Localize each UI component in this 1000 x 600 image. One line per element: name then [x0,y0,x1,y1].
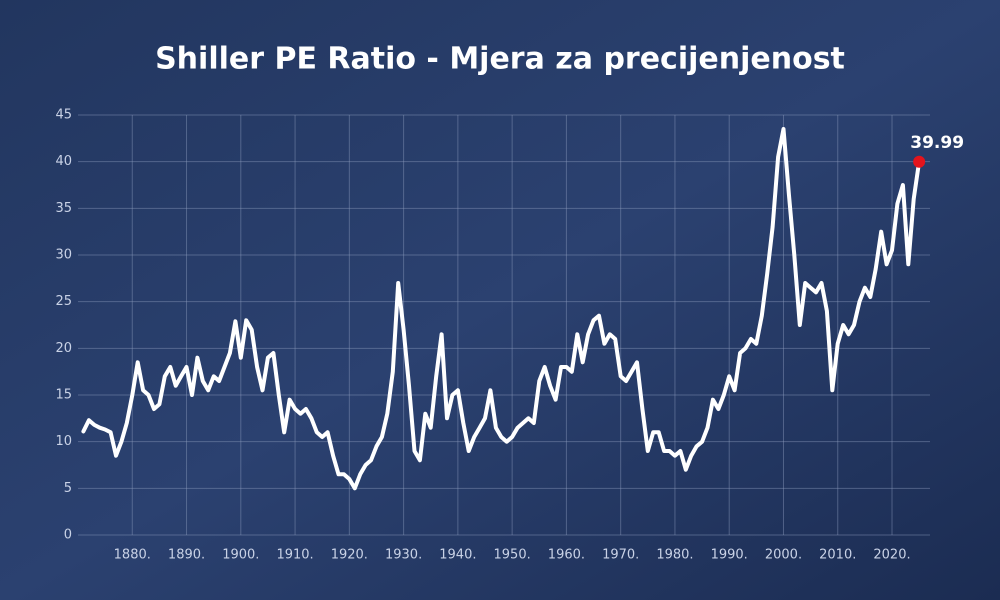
x-tick-label: 1940. [439,548,476,563]
x-tick-label: 1920. [331,548,368,563]
x-tick-label: 1990. [711,548,748,563]
x-tick-label: 1960. [548,548,585,563]
y-tick-label: 40 [55,154,72,169]
x-tick-label: 1980. [656,548,693,563]
x-tick-label: 2020. [873,548,910,563]
y-tick-label: 0 [64,528,72,543]
x-tick-label: 1880. [114,548,151,563]
x-tick-label: 2000. [765,548,802,563]
line [81,127,922,491]
highlight-point [913,155,926,168]
x-tick-label: 1970. [602,548,639,563]
y-tick-label: 35 [55,201,72,216]
y-tick-label: 30 [55,248,72,263]
y-tick-label: 15 [55,388,72,403]
x-tick-label: 1910. [276,548,313,563]
y-tick-label: 20 [55,341,72,356]
y-tick-label: 5 [64,481,72,496]
y-tick-label: 25 [55,294,72,309]
x-tick-label: 1950. [494,548,531,563]
x-tick-label: 2010. [819,548,856,563]
chart-title: Shiller PE Ratio - Mjera za precijenjeno… [155,42,845,77]
x-tick-label: 1890. [168,548,205,563]
value-label: 39.99 [910,133,964,153]
y-tick-label: 45 [55,108,72,123]
x-tick-label: 1900. [222,548,259,563]
y-tick-label: 10 [55,434,72,449]
x-tick-label: 1930. [385,548,422,563]
